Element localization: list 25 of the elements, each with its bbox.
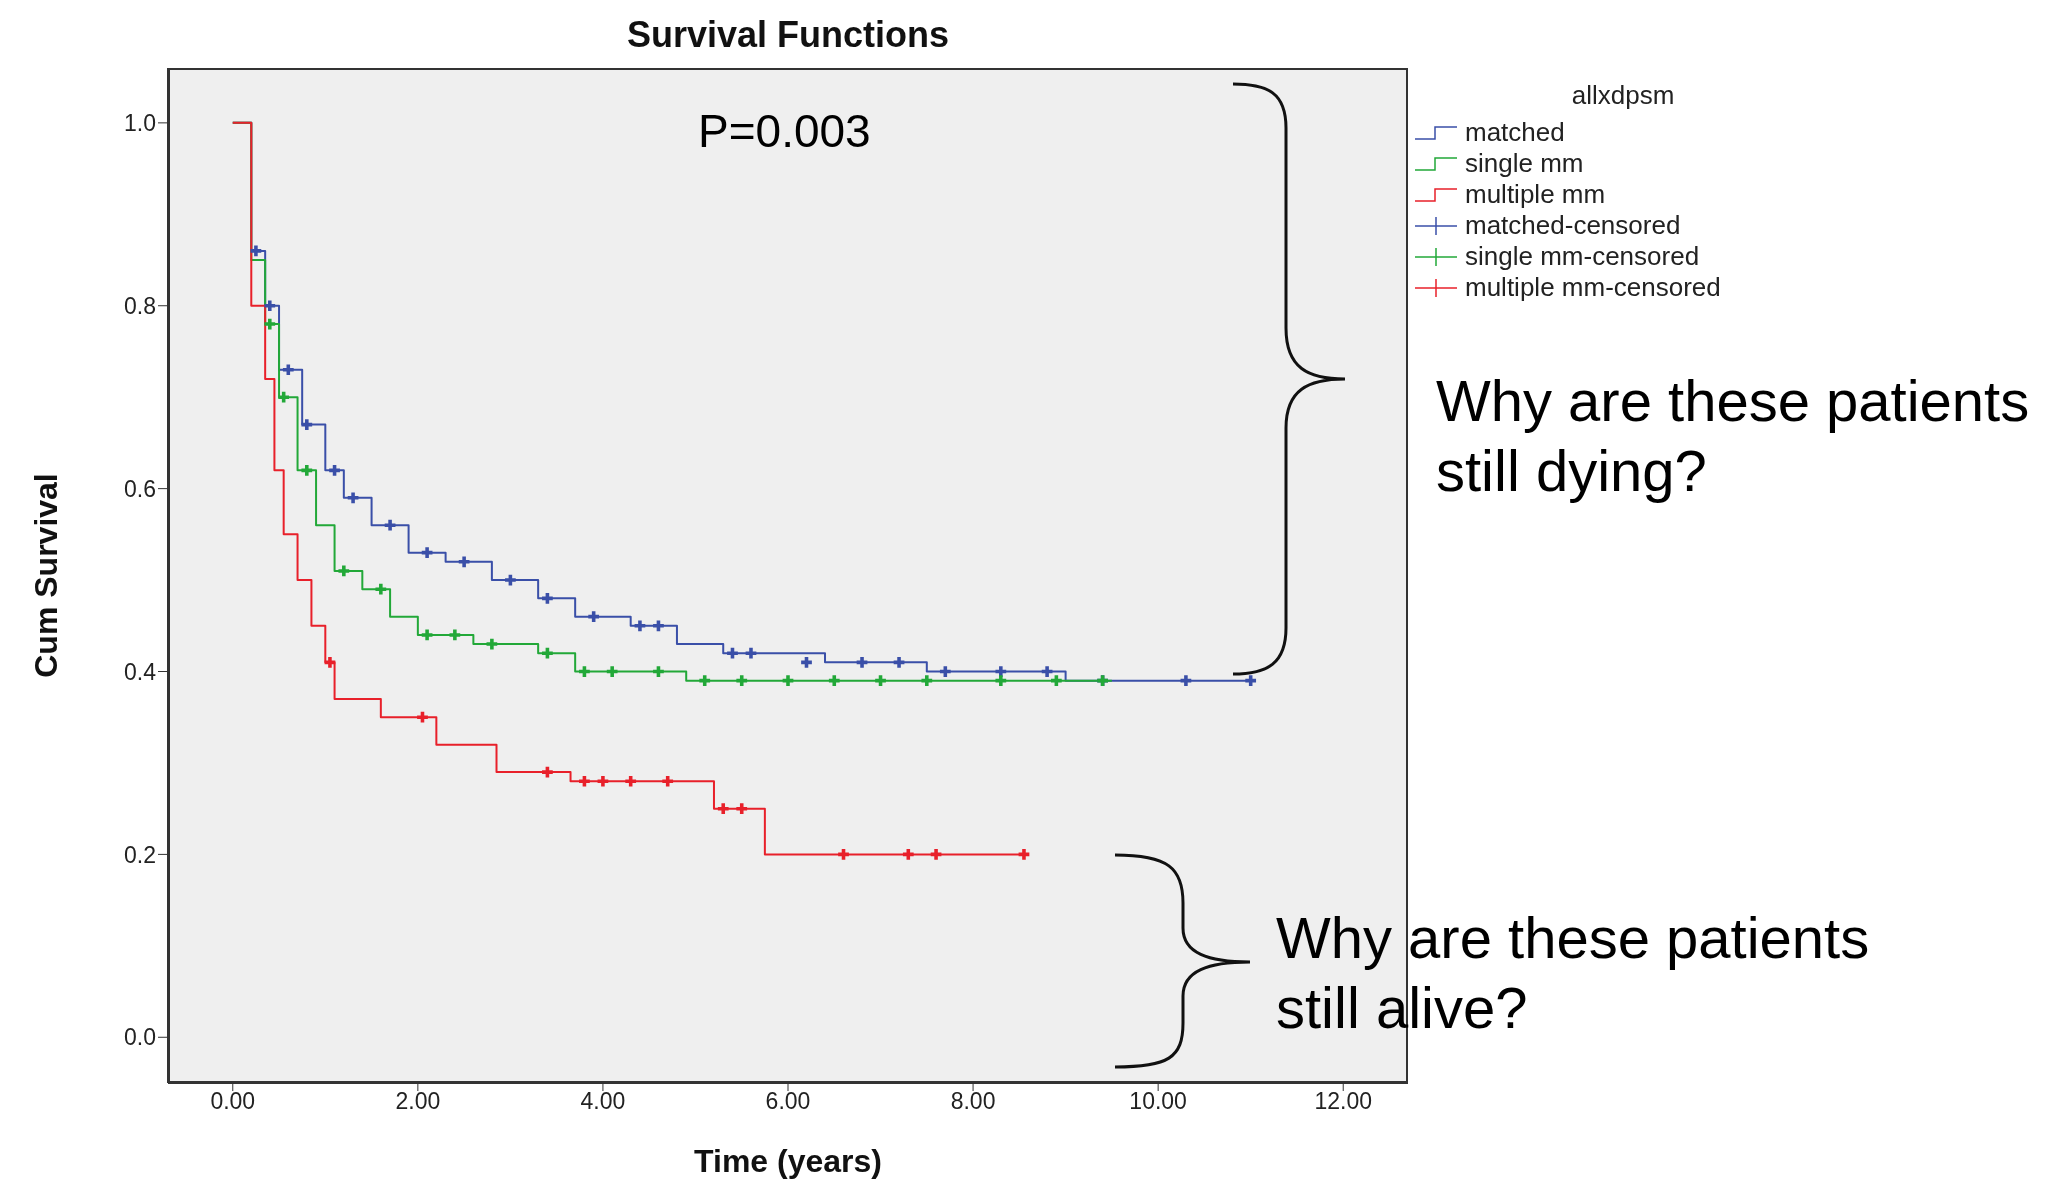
- x-axis-title: Time (years): [693, 1143, 883, 1180]
- x-tick-label: 10.00: [1129, 1088, 1187, 1115]
- annotation: P=0.003: [698, 104, 871, 159]
- x-tick-label: 8.00: [950, 1088, 996, 1115]
- legend-label: matched: [1465, 117, 1565, 148]
- x-tick-label: 12.00: [1314, 1088, 1373, 1115]
- legend-label: single mm-censored: [1465, 241, 1700, 272]
- y-axis-title: Cum Survival: [28, 473, 65, 678]
- y-tick-label: 0.0: [124, 1024, 156, 1051]
- text: Why are these patients still dying?: [1436, 367, 2031, 505]
- legend-label: matched-censored: [1465, 210, 1681, 241]
- y-tick-label: 1.0: [124, 110, 156, 137]
- legend-label: single mm: [1465, 148, 1584, 179]
- y-tick-label: 0.2: [124, 841, 156, 868]
- x-tick-label: 6.00: [765, 1088, 811, 1115]
- chart-title: Survival Functions: [625, 14, 951, 56]
- x-tick-label: 0.00: [210, 1088, 256, 1115]
- y-tick-label: 0.4: [124, 658, 157, 685]
- legend-title: allxdpsm: [1570, 80, 1676, 111]
- y-tick-label: 0.6: [124, 475, 156, 502]
- x-tick-label: 2.00: [395, 1088, 441, 1115]
- legend-label: multiple mm-censored: [1465, 272, 1721, 303]
- legend-label: multiple mm: [1465, 179, 1606, 210]
- y-tick-label: 0.8: [124, 292, 156, 319]
- x-tick-label: 4.00: [580, 1088, 626, 1115]
